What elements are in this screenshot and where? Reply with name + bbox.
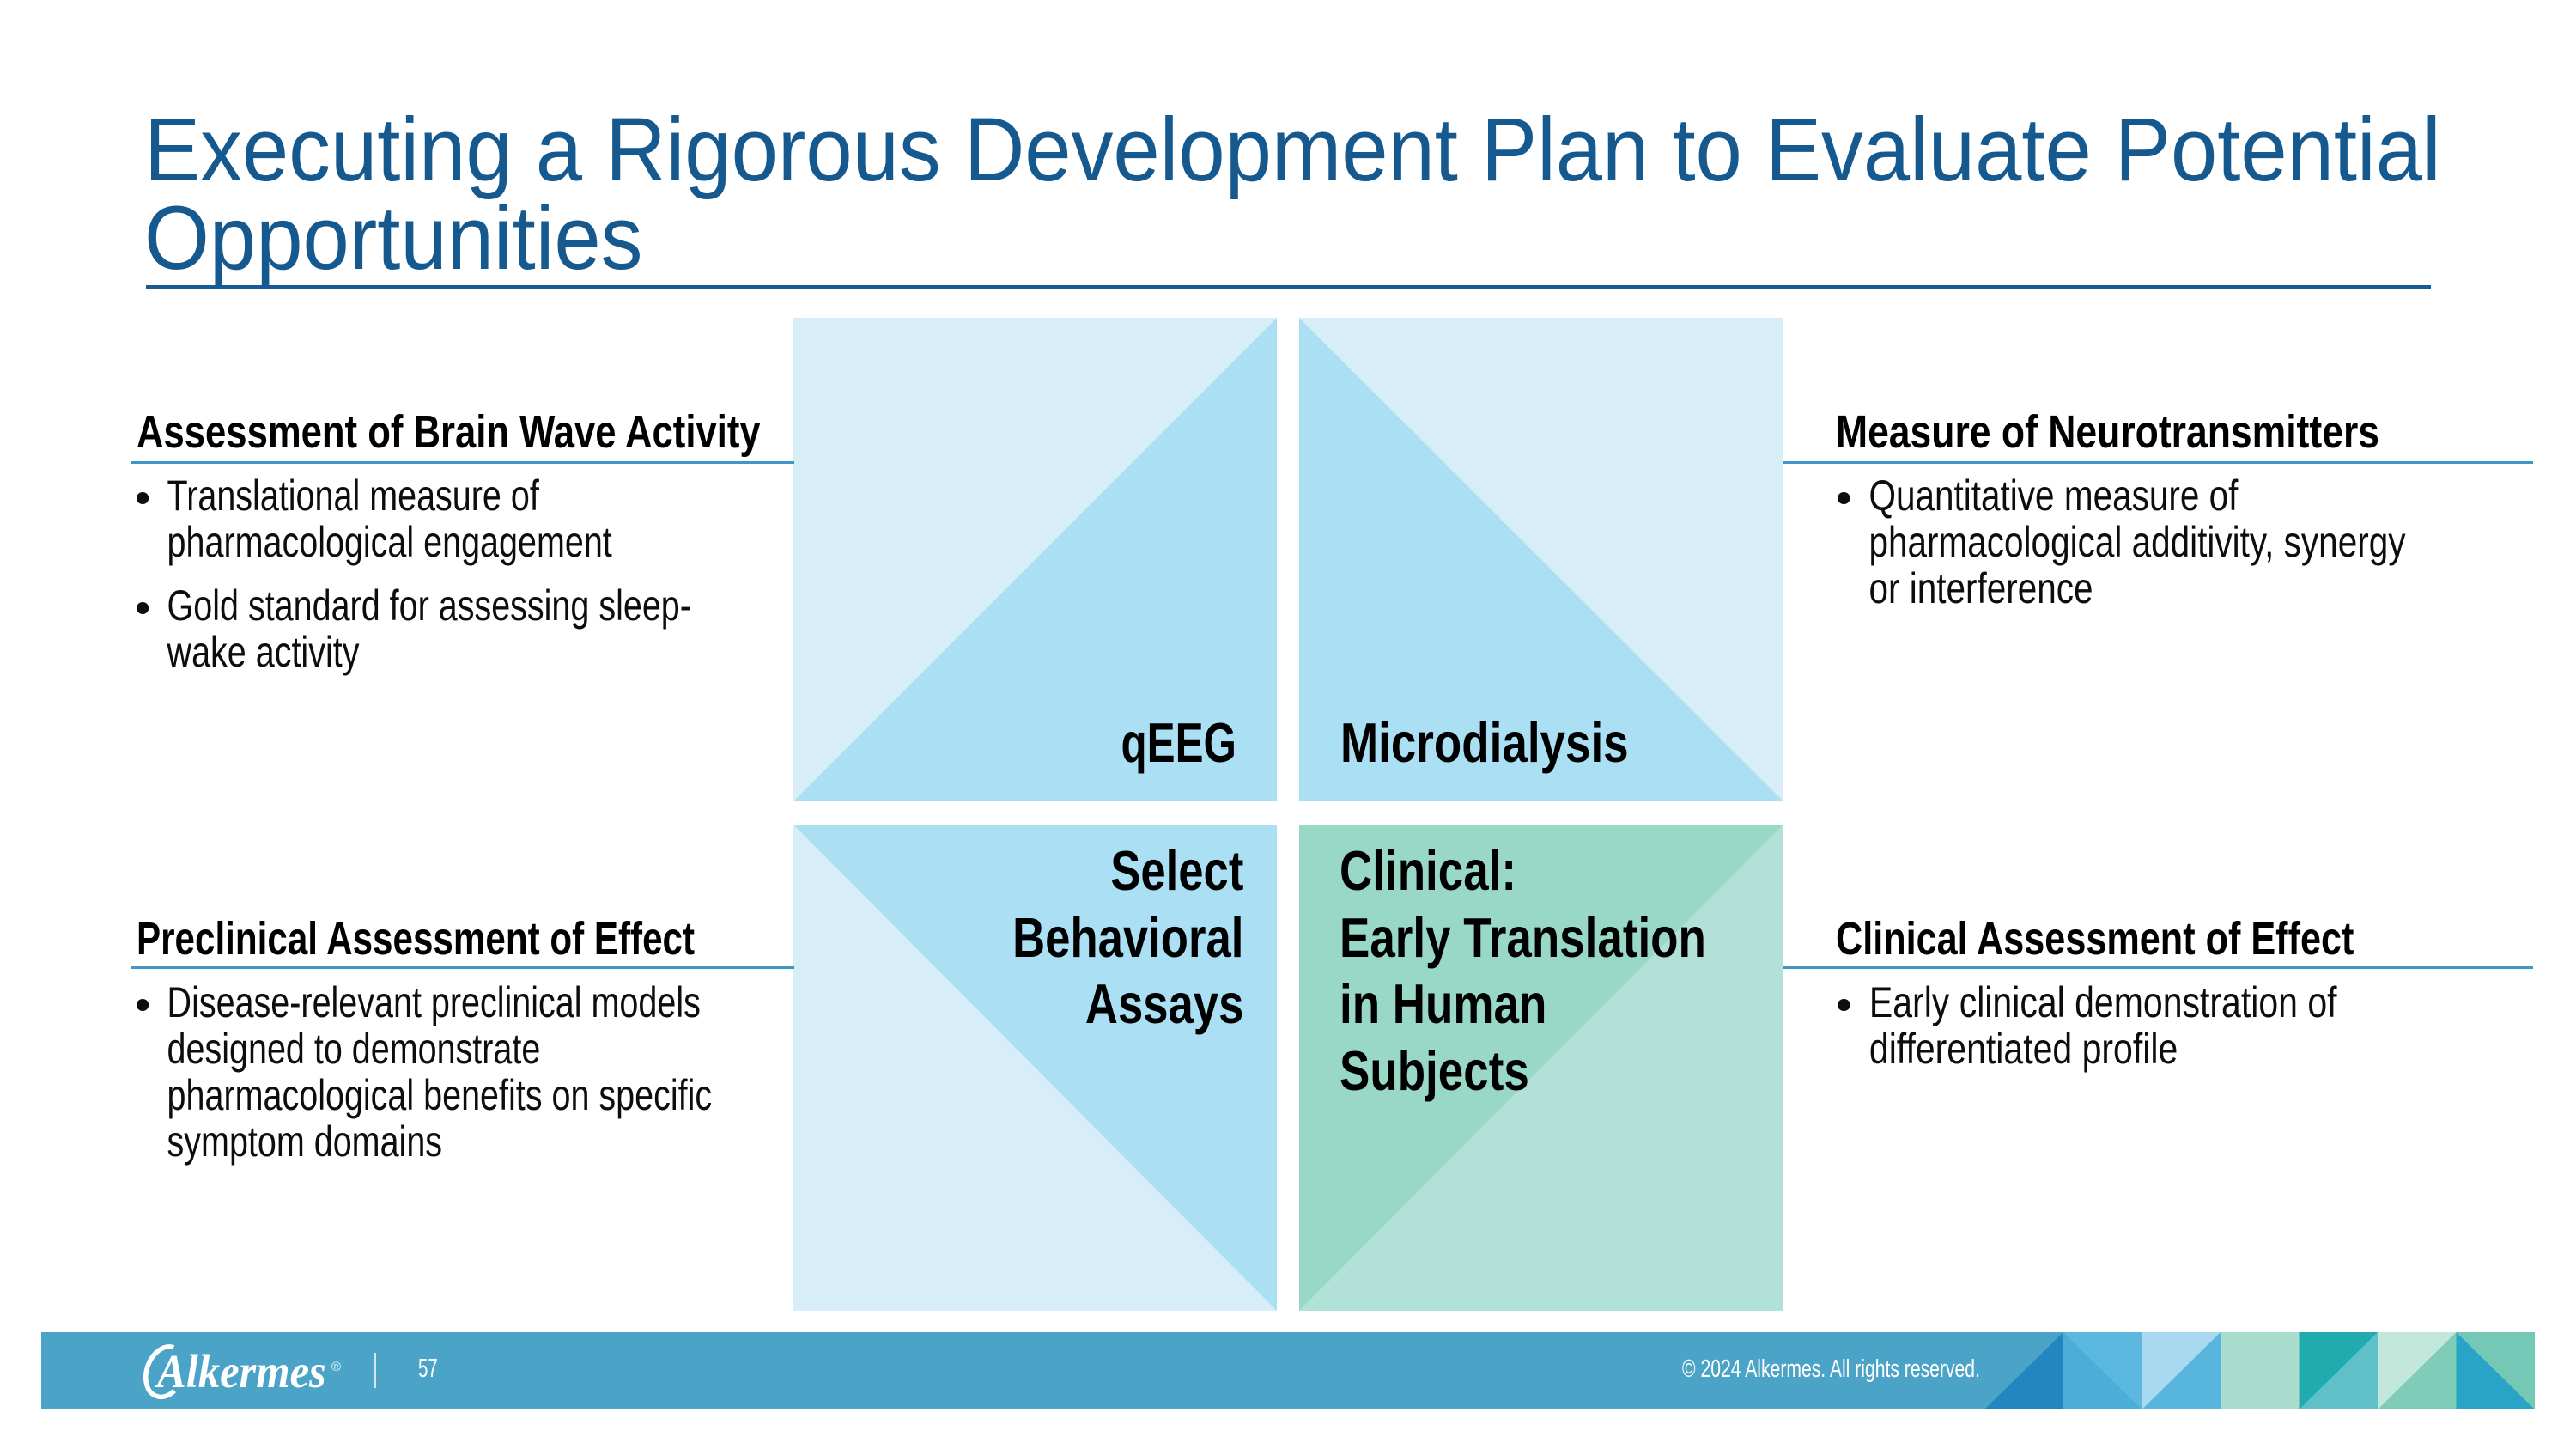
svg-text:Alkermes: Alkermes xyxy=(155,1346,326,1397)
svg-text:®: ® xyxy=(331,1360,341,1374)
